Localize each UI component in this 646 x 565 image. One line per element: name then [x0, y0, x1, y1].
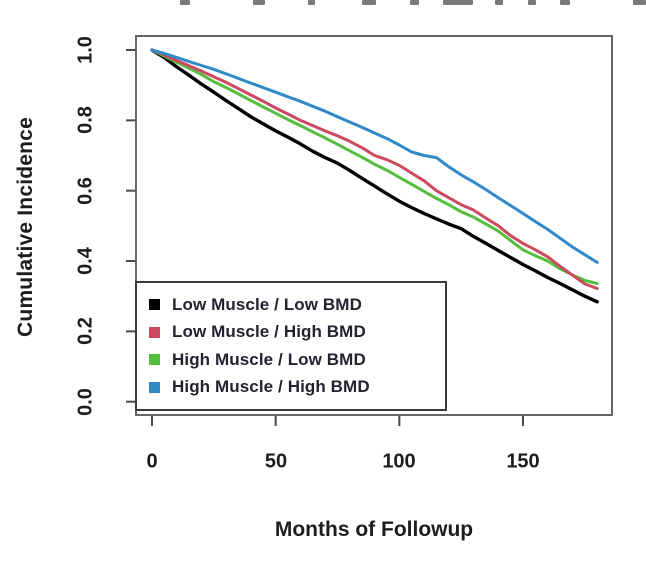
title-fragment — [308, 0, 315, 5]
x-tick-label: 50 — [264, 450, 288, 473]
x-tick-label: 150 — [506, 450, 540, 473]
title-fragment — [362, 0, 376, 5]
y-tick-label: 0.6 — [74, 177, 97, 205]
legend-label: Low Muscle / High BMD — [172, 322, 366, 342]
title-fragment — [443, 0, 473, 5]
legend-item: High Muscle / High BMD — [149, 377, 445, 397]
y-tick-label: 1.0 — [74, 36, 97, 64]
title-fragment — [560, 0, 570, 5]
x-axis-title: Months of Followup — [274, 518, 474, 541]
x-tick-label: 0 — [146, 450, 158, 473]
legend-swatch-low-muscle-low-bmd — [149, 299, 160, 311]
series-line-low-muscle-low-bmd — [150, 48, 599, 304]
plot-area — [135, 35, 613, 416]
legend-label: High Muscle / Low BMD — [172, 349, 366, 369]
title-fragment — [180, 0, 190, 5]
x-tick-label: 100 — [382, 450, 416, 473]
title-fragment — [410, 0, 419, 5]
legend-swatch-high-muscle-high-bmd — [149, 381, 160, 393]
y-tick-label: 0.2 — [74, 317, 97, 345]
legend-label: Low Muscle / Low BMD — [172, 294, 362, 314]
title-fragment — [633, 0, 646, 5]
title-fragment — [528, 0, 536, 5]
series-line-high-muscle-low-bmd — [150, 48, 599, 285]
legend-item: Low Muscle / Low BMD — [149, 295, 445, 315]
y-tick-label: 0.8 — [74, 106, 97, 134]
title-fragment — [253, 0, 265, 5]
series-line-low-muscle-high-bmd — [150, 48, 599, 290]
title-fragment — [495, 0, 503, 5]
legend-swatch-low-muscle-high-bmd — [149, 326, 160, 338]
legend-label: High Muscle / High BMD — [172, 377, 370, 397]
legend-item: High Muscle / Low BMD — [149, 350, 445, 370]
legend-item: Low Muscle / High BMD — [149, 322, 445, 342]
y-tick-label: 0.0 — [74, 388, 97, 416]
series-line-high-muscle-high-bmd — [150, 48, 599, 264]
legend-swatch-high-muscle-low-bmd — [149, 354, 160, 366]
legend: Low Muscle / Low BMD Low Muscle / High B… — [135, 281, 447, 411]
y-tick-label: 0.4 — [74, 247, 97, 275]
